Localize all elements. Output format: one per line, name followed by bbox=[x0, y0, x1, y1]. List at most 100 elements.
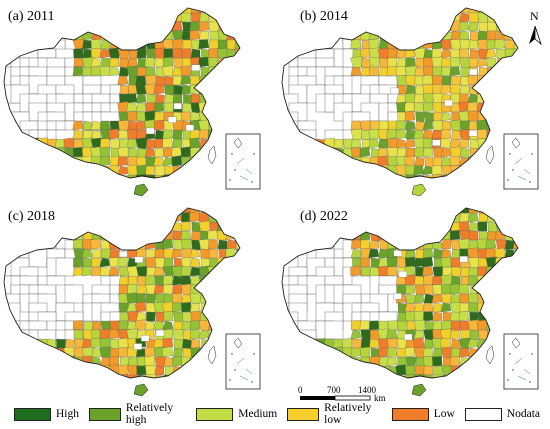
region bbox=[441, 12, 452, 23]
region bbox=[487, 293, 497, 304]
region bbox=[117, 29, 129, 41]
region bbox=[73, 12, 84, 23]
region bbox=[440, 302, 452, 313]
taiwan-island bbox=[207, 345, 217, 365]
region bbox=[386, 347, 398, 358]
region bbox=[117, 238, 129, 250]
region bbox=[432, 284, 443, 295]
region bbox=[4, 165, 12, 176]
region bbox=[404, 30, 416, 41]
region bbox=[477, 12, 489, 24]
region bbox=[396, 57, 407, 68]
region bbox=[441, 120, 452, 131]
region bbox=[315, 147, 326, 158]
region-nodata bbox=[324, 320, 344, 340]
region-nodata bbox=[459, 256, 468, 263]
region bbox=[449, 329, 461, 340]
region bbox=[191, 12, 201, 23]
region bbox=[334, 365, 345, 377]
region bbox=[314, 355, 326, 367]
region bbox=[190, 384, 200, 393]
region bbox=[135, 229, 147, 241]
region bbox=[441, 347, 453, 359]
region bbox=[136, 311, 147, 322]
region bbox=[431, 221, 443, 232]
region-nodata bbox=[119, 245, 128, 252]
region bbox=[99, 328, 111, 340]
region-nodata bbox=[393, 293, 402, 300]
region bbox=[360, 239, 371, 250]
region-nodata bbox=[415, 35, 424, 42]
south-china-sea-inset bbox=[225, 333, 261, 390]
region-nodata bbox=[10, 230, 30, 250]
region bbox=[359, 346, 371, 358]
region bbox=[432, 129, 443, 140]
region bbox=[117, 256, 129, 268]
region bbox=[369, 183, 380, 194]
region bbox=[423, 12, 434, 23]
region bbox=[396, 383, 406, 393]
region bbox=[359, 146, 371, 158]
region bbox=[189, 211, 201, 223]
region bbox=[101, 384, 110, 393]
region bbox=[441, 183, 453, 195]
region bbox=[350, 229, 362, 241]
region bbox=[458, 284, 470, 295]
region bbox=[135, 30, 147, 41]
region bbox=[189, 129, 201, 140]
region bbox=[81, 266, 93, 277]
region bbox=[350, 365, 362, 376]
region bbox=[396, 284, 407, 295]
region bbox=[154, 57, 165, 68]
region bbox=[63, 364, 75, 376]
region bbox=[153, 11, 165, 23]
region bbox=[4, 156, 12, 167]
region bbox=[126, 39, 138, 50]
region bbox=[164, 75, 174, 86]
region bbox=[217, 193, 227, 202]
region bbox=[361, 8, 371, 14]
region bbox=[513, 111, 518, 122]
region bbox=[81, 30, 93, 41]
region bbox=[298, 193, 308, 203]
region bbox=[72, 120, 84, 131]
region bbox=[2, 384, 11, 393]
region bbox=[323, 347, 335, 358]
region-nodata bbox=[4, 329, 21, 349]
region bbox=[279, 383, 290, 394]
region bbox=[110, 30, 120, 41]
region bbox=[397, 311, 407, 322]
region bbox=[217, 147, 228, 158]
region bbox=[469, 193, 478, 203]
region bbox=[127, 12, 138, 23]
region bbox=[181, 84, 192, 95]
region bbox=[144, 211, 156, 223]
region bbox=[422, 83, 434, 95]
region bbox=[100, 138, 111, 149]
region bbox=[100, 12, 112, 24]
region bbox=[386, 129, 398, 140]
region bbox=[317, 365, 327, 377]
region bbox=[153, 102, 165, 113]
region bbox=[2, 402, 11, 411]
region bbox=[38, 356, 49, 368]
region bbox=[506, 293, 516, 305]
region bbox=[82, 192, 92, 202]
region-nodata bbox=[468, 129, 478, 137]
region bbox=[476, 119, 488, 131]
region bbox=[323, 155, 335, 167]
region bbox=[126, 8, 139, 15]
region bbox=[225, 320, 237, 331]
region bbox=[387, 374, 399, 378]
region-nodata bbox=[306, 30, 326, 50]
region bbox=[181, 193, 191, 202]
region bbox=[404, 101, 416, 113]
region bbox=[225, 221, 237, 232]
region bbox=[165, 202, 174, 212]
region bbox=[432, 311, 443, 322]
region bbox=[432, 156, 443, 167]
region bbox=[225, 83, 237, 95]
region bbox=[47, 156, 57, 167]
region bbox=[91, 347, 102, 358]
region bbox=[503, 110, 515, 122]
